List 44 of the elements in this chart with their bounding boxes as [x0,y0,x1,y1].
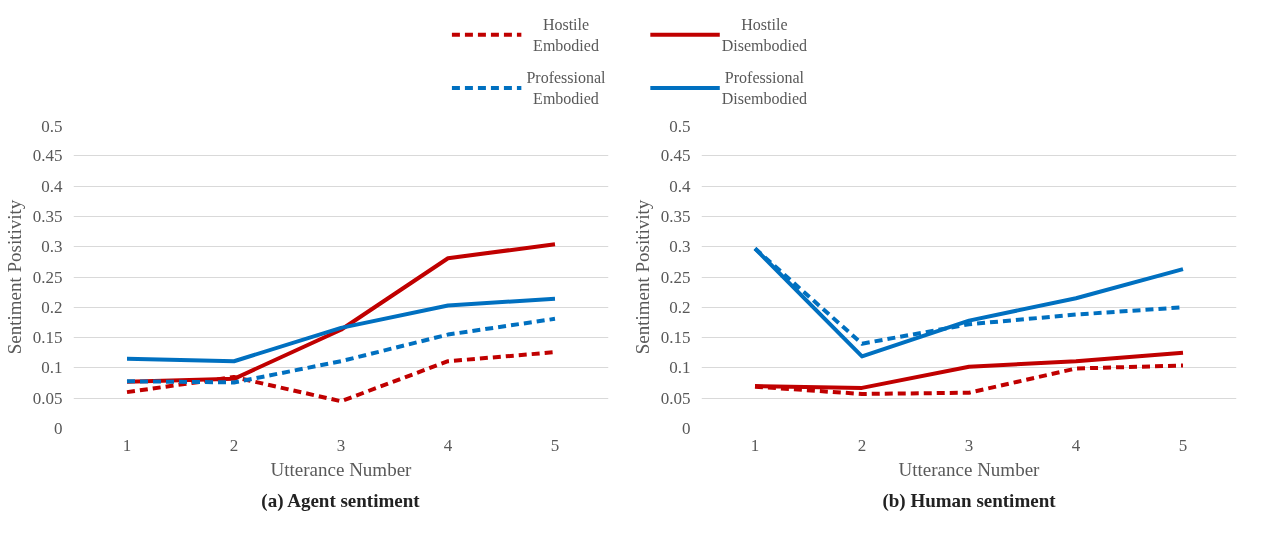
text: (a) Agent sentiment [261,489,421,512]
x-tick-label: 5 [1178,435,1188,455]
x-tick-label: 1 [750,435,760,455]
legend-label: Professional Embodied [526,69,607,107]
y-tick-label: 0.05 [32,388,63,408]
y-tick-label: 0.35 [660,206,691,226]
y-tick-label: 0.3 [41,237,63,257]
y-axis-title: Sentiment Positivity [631,199,653,355]
y-tick-label: 0.5 [41,116,63,136]
x-tick-label: 3 [336,435,346,455]
y-tick-label: 0.35 [32,206,63,226]
line-series [125,296,557,364]
y-tick-label: 0.25 [32,267,63,287]
y-tick-label: 0.4 [669,176,691,196]
y-tick-label: 0.1 [41,358,63,378]
x-tick-label: 1 [122,435,132,455]
x-tick-label: 5 [550,435,560,455]
line-series [125,316,557,385]
y-tick-label: 0.05 [660,388,691,408]
y-tick-label: 0.15 [32,328,63,348]
y-tick-label: 0.5 [669,116,691,136]
y-tick-label: 0.1 [669,358,691,378]
y-tick-label: 0.4 [41,176,63,196]
x-axis-title: Utterance Number [898,458,1041,480]
legend-label: Hostile Embodied [533,16,599,54]
legend-label: Professional Disembodied [721,69,808,107]
y-tick-label: 0.2 [669,297,691,317]
x-tick-label: 4 [1071,435,1081,455]
text: (b) Human sentiment [882,489,1057,512]
y-tick-label: 0 [682,419,691,438]
y-tick-label: 0.25 [660,267,691,287]
y-tick-label: 0.3 [669,237,691,257]
y-axis-title: Sentiment Positivity [3,199,25,355]
x-tick-label: 2 [229,435,239,455]
y-tick-label: 0.15 [660,328,691,348]
y-tick-label: 0.2 [41,297,63,317]
x-tick-label: 2 [857,435,867,455]
y-tick-label: 0.45 [32,146,63,166]
y-tick-label: 0 [54,419,63,438]
y-tick-label: 0.45 [660,146,691,166]
x-tick-label: 3 [964,435,974,455]
x-tick-label: 4 [443,435,453,455]
x-axis-title: Utterance Number [270,458,413,480]
legend-label: Hostile Disembodied [721,16,808,54]
